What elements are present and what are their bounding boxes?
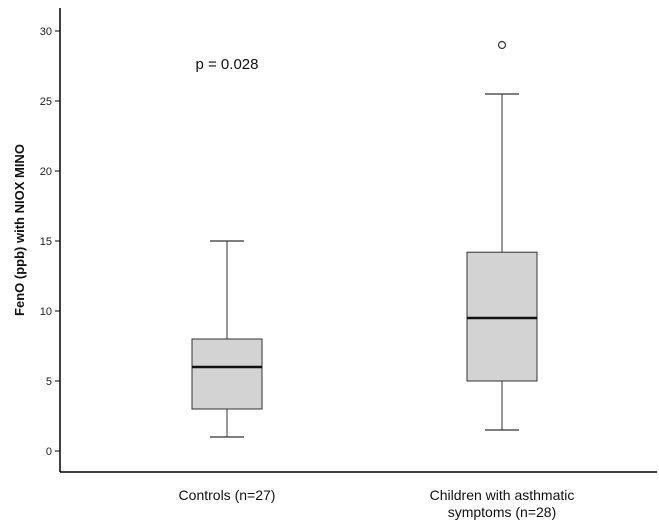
y-axis-ticks: 0 5 10 15 20 25 30 (40, 26, 60, 458)
chart-axes (59, 8, 657, 473)
y-tick-label: 10 (40, 306, 52, 318)
box-groups (191, 40, 538, 438)
y-tick-label: 25 (40, 96, 52, 108)
x-category-label: Controls (n=27) (179, 487, 276, 503)
p-value-annotation: p = 0.028 (196, 56, 259, 73)
iqr-box (466, 251, 538, 382)
x-category-label: Children with asthmatic (430, 487, 575, 503)
box-group (466, 40, 538, 431)
iqr-box (191, 338, 263, 410)
y-tick-label: 15 (40, 236, 52, 248)
outlier-point (497, 40, 507, 50)
box-group (191, 240, 263, 438)
y-tick-label: 30 (40, 26, 52, 38)
y-tick-label: 5 (46, 376, 52, 388)
y-tick-label: 20 (40, 166, 52, 178)
x-axis-category-labels: Controls (n=27) Children with asthmaticsy… (179, 487, 575, 520)
y-tick-label: 0 (46, 446, 52, 458)
y-axis-title: FenO (ppb) with NIOX MINO (12, 144, 27, 316)
x-category-label: symptoms (n=28) (448, 504, 557, 520)
